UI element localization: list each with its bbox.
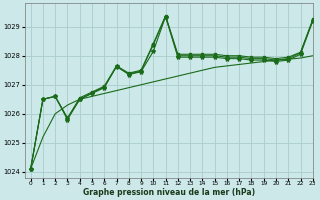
X-axis label: Graphe pression niveau de la mer (hPa): Graphe pression niveau de la mer (hPa) [83, 188, 255, 197]
